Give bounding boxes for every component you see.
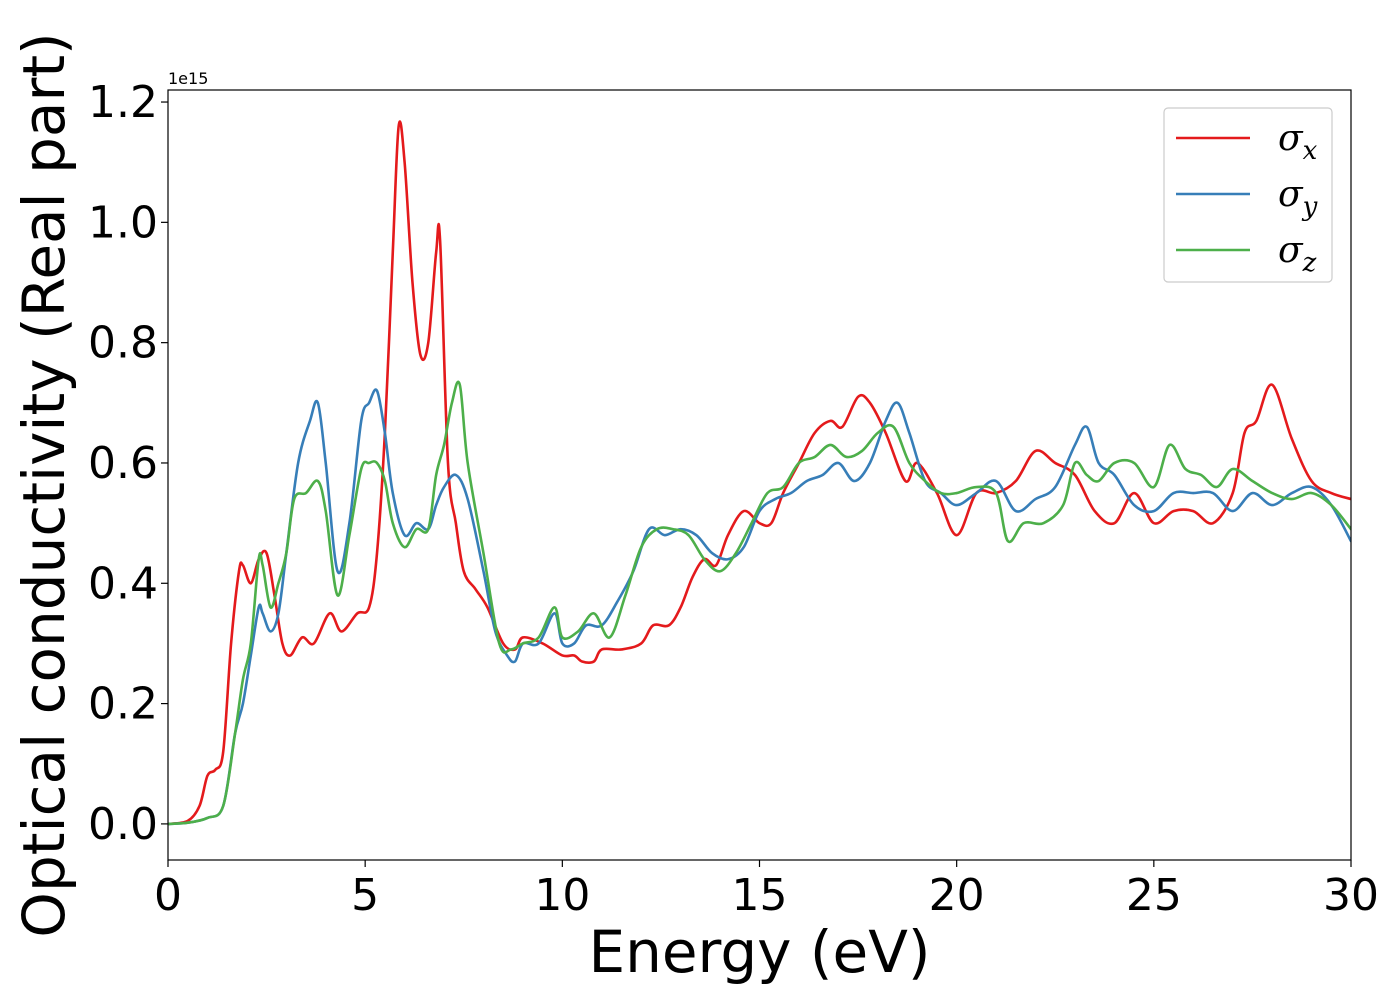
x-tick-label: 20 xyxy=(929,870,985,921)
legend-item-x: σx xyxy=(1176,118,1318,166)
y-tick-label: 0.0 xyxy=(88,799,158,850)
series-line-z xyxy=(168,380,1351,826)
x-tick-label: 10 xyxy=(534,870,590,921)
legend-label: σz xyxy=(1278,230,1317,278)
x-axis-label: Energy (eV) xyxy=(588,918,930,986)
series-lines xyxy=(168,120,1351,826)
y-tick-label: 0.8 xyxy=(88,318,158,369)
x-tick-label: 0 xyxy=(154,870,182,921)
series-line-y xyxy=(168,388,1351,826)
y-tick-label: 1.2 xyxy=(88,77,158,128)
y-tick-label: 0.2 xyxy=(88,679,158,730)
series-line-x xyxy=(168,120,1351,826)
y-tick-label: 1.0 xyxy=(88,197,158,248)
x-tick-label: 15 xyxy=(732,870,788,921)
x-tick-label: 5 xyxy=(351,870,379,921)
legend: σx σy σz xyxy=(1163,107,1333,283)
y-axis-label: Optical conductivity (Real part) xyxy=(10,32,78,937)
y-tick-label: 0.4 xyxy=(88,558,158,609)
x-tick-label: 25 xyxy=(1126,870,1182,921)
legend-label: σy xyxy=(1278,174,1318,222)
legend-label: σx xyxy=(1278,118,1318,166)
legend-item-z: σz xyxy=(1176,230,1317,278)
y-tick-label: 0.6 xyxy=(88,438,158,489)
legend-item-y: σy xyxy=(1176,174,1318,222)
y-axis-ticks: 0.0 0.2 0.4 0.6 0.8 1.0 1.2 xyxy=(88,77,168,850)
y-offset-text: 1e15 xyxy=(168,69,208,88)
x-tick-label: 30 xyxy=(1323,870,1379,921)
x-axis-ticks: 0 5 10 15 20 25 30 xyxy=(154,860,1379,921)
